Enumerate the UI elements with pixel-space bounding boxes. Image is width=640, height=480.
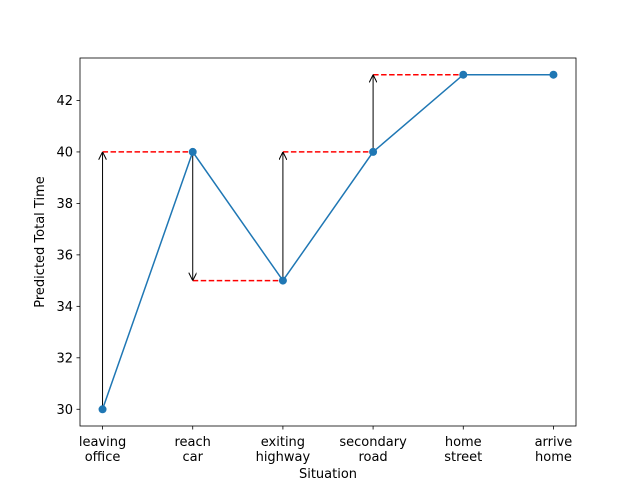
y-tick-label: 38 [56, 197, 73, 212]
plot-frame [79, 57, 577, 427]
y-tick-label: 30 [56, 403, 73, 418]
y-tick-label: 42 [56, 94, 73, 109]
x-axis-label: Situation [299, 467, 357, 480]
y-tick-label: 34 [56, 300, 73, 315]
data-line [101, 73, 554, 410]
x-tick-label: secondary road [339, 435, 407, 465]
x-tick-label: leaving office [78, 435, 127, 465]
data-point [278, 276, 287, 285]
x-tick-label: reach car [174, 435, 211, 465]
data-point [188, 147, 197, 156]
y-tick-label: 32 [56, 351, 73, 366]
y-tick-label: 40 [56, 145, 73, 160]
data-point [98, 405, 107, 414]
y-axis-label: Predicted Total Time [33, 176, 48, 307]
data-point [549, 70, 558, 79]
y-tick-label: 36 [56, 248, 73, 263]
x-tick-label: exiting highway [255, 435, 311, 465]
x-tick-label: arrive home [534, 435, 573, 465]
x-tick-label: home street [444, 435, 483, 465]
data-point [369, 147, 378, 156]
data-point [459, 70, 468, 79]
